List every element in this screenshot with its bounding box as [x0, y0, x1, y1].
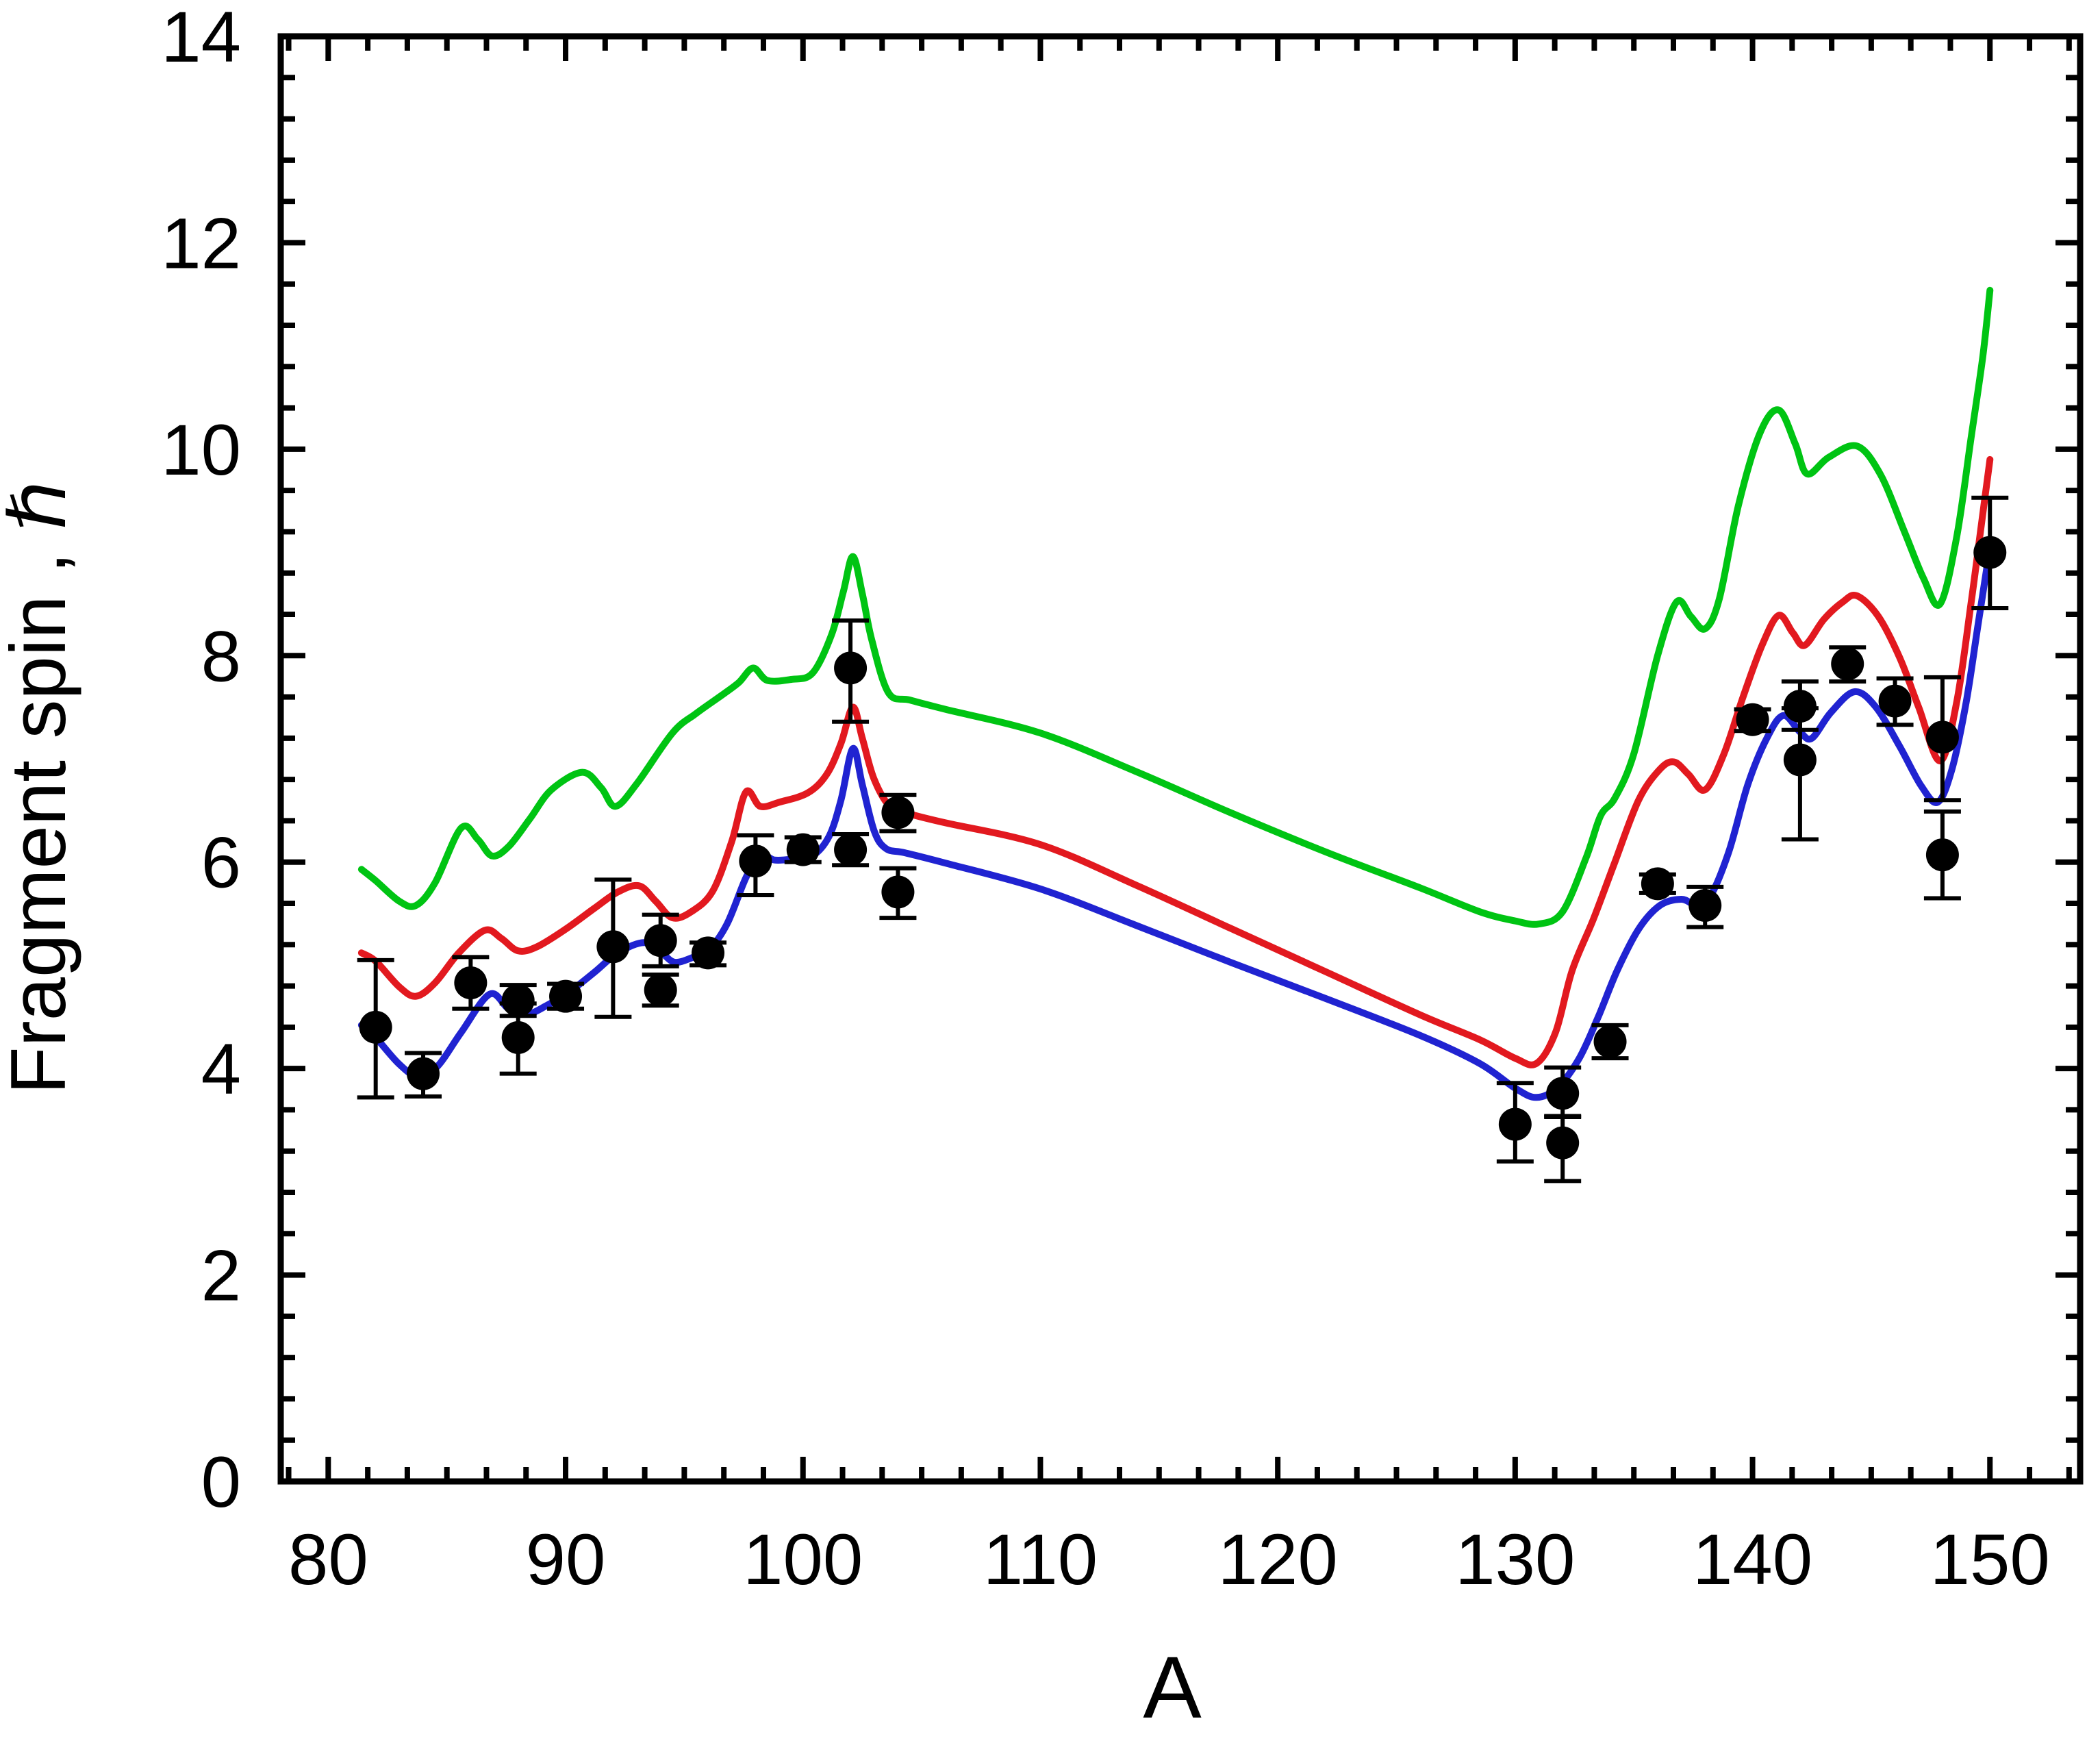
x-tick-label: 100 — [743, 1520, 863, 1600]
data-point-marker — [692, 936, 725, 970]
data-point-marker — [454, 966, 488, 1000]
y-tick-label: 6 — [201, 823, 241, 903]
x-axis-label: A — [1143, 1639, 1202, 1737]
y-tick-label: 2 — [201, 1236, 241, 1316]
y-tick-label: 10 — [161, 410, 241, 490]
data-point-marker — [644, 924, 677, 957]
plot-layer: 80 90 100 110 120 130 140 150 0 2 4 6 8 10 12 14 — [161, 0, 2084, 1600]
data-point-marker — [1546, 1077, 1580, 1110]
data-point-marker — [881, 796, 915, 829]
curve-middle-red-curve — [357, 455, 1994, 1068]
y-tick-label: 8 — [201, 616, 241, 697]
data-point-marker — [501, 1020, 535, 1054]
y-tick-label: 12 — [161, 203, 241, 284]
data-point-marker — [407, 1057, 440, 1090]
data-point-marker — [501, 984, 535, 1017]
data-point-marker — [834, 833, 868, 866]
plot-box — [277, 33, 2084, 1485]
x-tick-label: 130 — [1455, 1520, 1575, 1600]
data-point-marker — [1736, 703, 1769, 736]
x-tick-label: 80 — [288, 1520, 368, 1600]
data-point-marker — [1641, 867, 1674, 901]
data-point-marker — [644, 973, 677, 1007]
data-point-marker — [834, 651, 868, 685]
x-tick-label: 90 — [526, 1520, 606, 1600]
data-point-marker — [359, 1010, 392, 1044]
data-point-marker — [1783, 743, 1817, 777]
y-axis-label: Fragment spin , ℏ — [0, 481, 82, 1094]
y-tick-label: 4 — [201, 1029, 241, 1110]
curve-upper-green-curve — [357, 286, 1994, 928]
y-tick-label: 14 — [161, 0, 241, 77]
data-point-marker — [1878, 684, 1912, 718]
x-tick-label: 140 — [1693, 1520, 1812, 1600]
data-point-marker — [1783, 690, 1817, 723]
data-point-marker — [1831, 647, 1864, 681]
data-point-marker — [596, 930, 630, 964]
data-point-marker — [1925, 838, 1959, 872]
data-point-marker — [549, 979, 583, 1013]
data-point-marker — [786, 833, 820, 866]
data-point-marker — [1498, 1107, 1532, 1141]
x-tick-label: 120 — [1218, 1520, 1338, 1600]
x-tick-label: 110 — [983, 1520, 1098, 1600]
y-tick-label: 0 — [201, 1442, 241, 1523]
data-point-marker — [881, 875, 915, 909]
data-point-marker — [1925, 721, 1959, 754]
x-tick-label: 150 — [1930, 1520, 2050, 1600]
data-point-marker — [1546, 1126, 1580, 1160]
data-point-marker — [1593, 1025, 1627, 1058]
data-point-marker — [1688, 889, 1722, 923]
curve-lower-blue-curve — [357, 544, 1994, 1101]
data-point-marker — [739, 844, 772, 878]
data-point-marker — [1973, 536, 2007, 569]
